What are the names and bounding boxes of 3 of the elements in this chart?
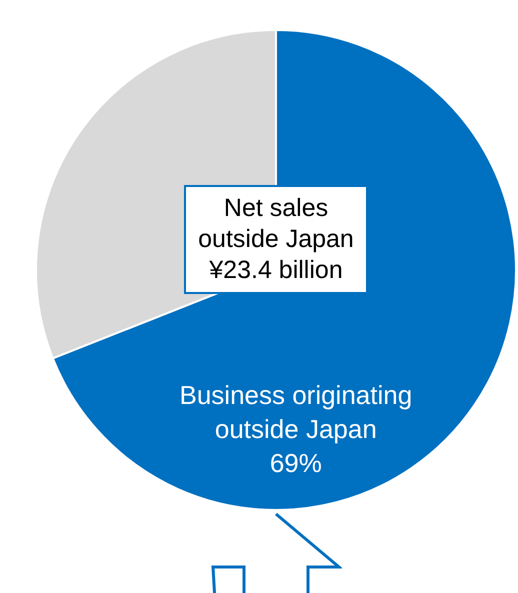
data-label: 69% (270, 448, 322, 478)
text: Net sales outside Japan ¥23.4 billion (184, 185, 368, 294)
slice-label: Business originating outside Japan (180, 380, 412, 444)
